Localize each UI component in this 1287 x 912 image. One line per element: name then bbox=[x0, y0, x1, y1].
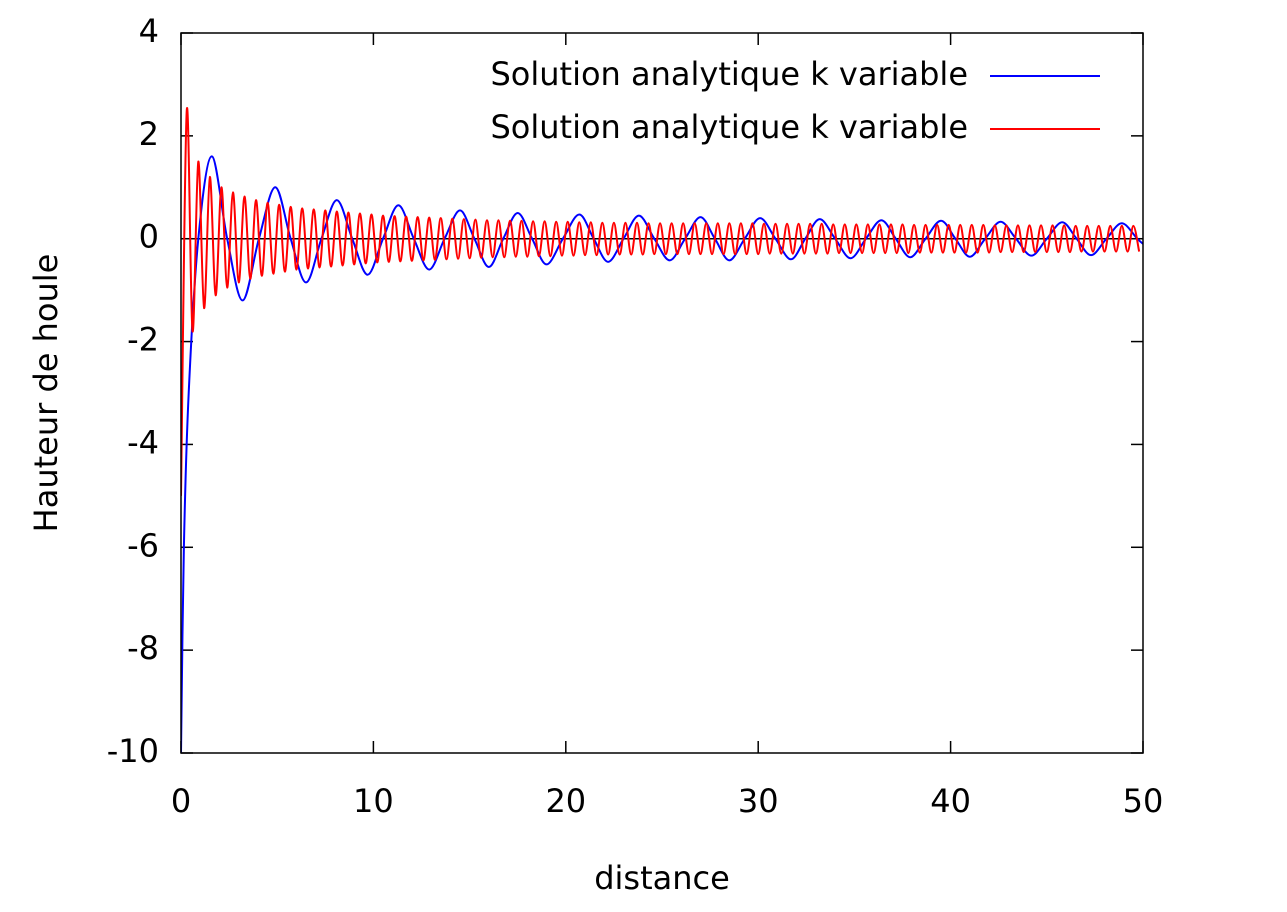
y-tick-label: 0 bbox=[139, 218, 159, 256]
legend-label: Solution analytique k variable bbox=[490, 55, 968, 93]
y-tick-label: -4 bbox=[127, 423, 159, 461]
x-axis-label: distance bbox=[594, 859, 730, 897]
series-line bbox=[181, 106, 1141, 496]
y-axis-label: Hauteur de houle bbox=[27, 254, 65, 533]
x-tick-label: 30 bbox=[738, 782, 779, 820]
y-tick-label: -10 bbox=[107, 732, 159, 770]
y-tick-label: -8 bbox=[127, 629, 159, 667]
x-tick-label: 50 bbox=[1123, 782, 1164, 820]
y-tick-label: 2 bbox=[139, 115, 159, 153]
x-tick-label: 20 bbox=[545, 782, 586, 820]
x-tick-label: 10 bbox=[353, 782, 394, 820]
legend-label: Solution analytique k variable bbox=[490, 108, 968, 146]
y-tick-label: -6 bbox=[127, 526, 159, 564]
y-tick-label: 4 bbox=[139, 12, 159, 50]
y-tick-label: -2 bbox=[127, 321, 159, 359]
x-tick-label: 0 bbox=[171, 782, 191, 820]
plot-frame bbox=[180, 32, 1144, 754]
x-tick-label: 40 bbox=[930, 782, 971, 820]
